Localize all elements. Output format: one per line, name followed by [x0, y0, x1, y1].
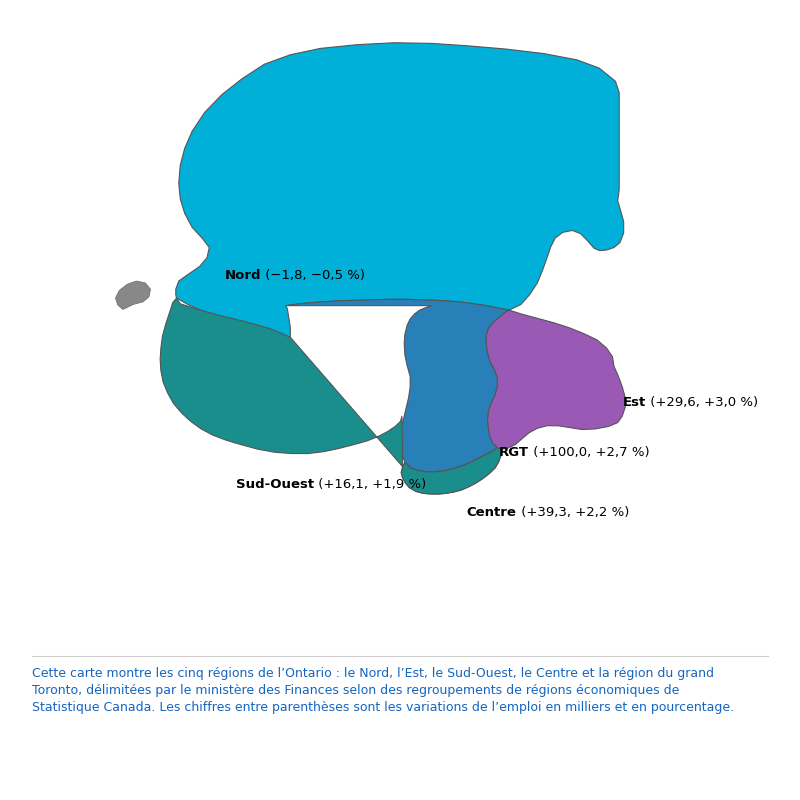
Text: Centre: Centre — [466, 506, 517, 519]
Text: Cette carte montre les cinq régions de l’Ontario : le Nord, l’Est, le Sud-Ouest,: Cette carte montre les cinq régions de l… — [32, 666, 734, 714]
Text: (+100,0, +2,7 %): (+100,0, +2,7 %) — [529, 446, 650, 459]
Polygon shape — [402, 448, 502, 494]
Polygon shape — [176, 42, 624, 338]
Text: RGT: RGT — [498, 446, 529, 459]
Polygon shape — [115, 281, 150, 310]
Polygon shape — [160, 298, 502, 494]
Polygon shape — [286, 299, 509, 472]
Text: Est: Est — [623, 396, 646, 409]
Text: Nord: Nord — [225, 270, 262, 282]
Text: (−1,8, −0,5 %): (−1,8, −0,5 %) — [262, 270, 366, 282]
Text: (+29,6, +3,0 %): (+29,6, +3,0 %) — [646, 396, 758, 409]
Polygon shape — [486, 310, 625, 449]
Text: (+16,1, +1,9 %): (+16,1, +1,9 %) — [314, 478, 426, 491]
Text: Sud-Ouest: Sud-Ouest — [236, 478, 314, 491]
Text: (+39,3, +2,2 %): (+39,3, +2,2 %) — [517, 506, 629, 519]
